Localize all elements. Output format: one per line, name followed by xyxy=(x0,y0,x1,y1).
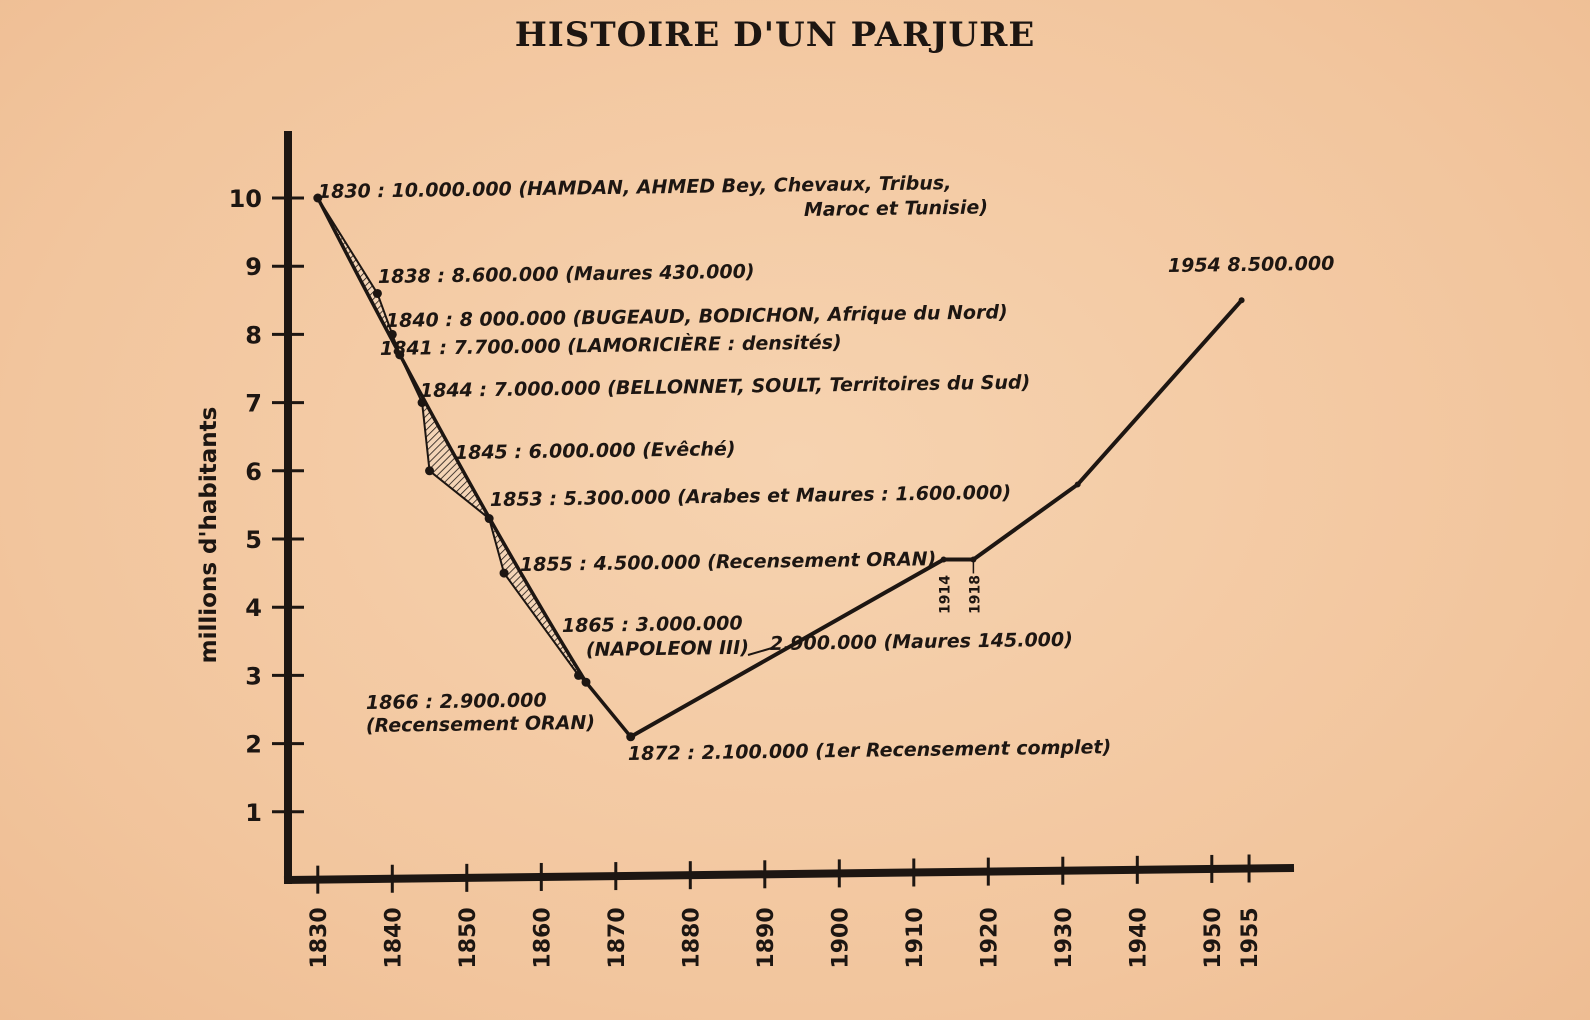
y-tick-label: 2 xyxy=(245,731,262,759)
data-point xyxy=(626,732,636,742)
annotation-text: Maroc et Tunisie) xyxy=(804,196,988,221)
data-point xyxy=(940,556,947,563)
data-point xyxy=(313,193,323,203)
data-points xyxy=(313,193,1245,742)
annotation-text: 1914 xyxy=(938,575,954,614)
axes xyxy=(272,131,1295,894)
annotation-text: 1872 : 2.100.000 (1er Recensement comple… xyxy=(628,736,1112,765)
y-tick-label: 5 xyxy=(245,526,262,554)
y-tick-label: 8 xyxy=(245,321,262,349)
data-point xyxy=(372,288,382,298)
x-tick-label: 1930 xyxy=(1052,907,1077,968)
x-tick-label: 1840 xyxy=(381,907,406,968)
annotation-connector xyxy=(747,647,773,656)
x-tick-label: 1860 xyxy=(530,907,555,968)
annotation-text: (NAPOLEON III) xyxy=(586,637,749,661)
annotation-text: 1918 xyxy=(967,575,983,614)
series-line-recovery xyxy=(629,298,1244,739)
x-tick-label: 1880 xyxy=(679,907,704,968)
data-point xyxy=(574,670,584,680)
annotations: 1830 : 10.000.000 (HAMDAN, AHMED Bey, Ch… xyxy=(318,172,1335,765)
x-tick-label: 1900 xyxy=(828,907,853,968)
x-tick-label: 1870 xyxy=(605,907,630,968)
annotation-text: 1841 : 7.700.000 (LAMORICIÈRE : densités… xyxy=(380,331,842,360)
annotation-text: 1840 : 8 000.000 (BUGEAUD, BODICHON, Afr… xyxy=(386,301,1008,332)
y-tick-label: 10 xyxy=(229,185,262,213)
data-point xyxy=(425,466,435,476)
x-axis-line xyxy=(283,863,1295,885)
annotation-text: 1844 : 7.000.000 (BELLONNET, SOULT, Terr… xyxy=(420,371,1031,402)
y-tick-label: 3 xyxy=(245,662,262,690)
x-tick-label: 1940 xyxy=(1126,907,1151,968)
y-tick-label: 6 xyxy=(245,458,262,486)
x-tick-label: 1850 xyxy=(456,907,481,968)
data-point xyxy=(1074,481,1081,488)
chart-title: HISTOIRE D'UN PARJURE xyxy=(515,15,1036,55)
annotation-text: 2.900.000 (Maures 145.000) xyxy=(770,629,1073,655)
data-point xyxy=(417,398,427,408)
x-tick-label: 1910 xyxy=(903,907,928,968)
series-line-decline xyxy=(316,197,633,738)
annotation-text: (Recensement ORAN) xyxy=(366,712,595,737)
x-tick-label: 1920 xyxy=(977,907,1002,968)
data-point xyxy=(581,677,591,687)
data-point xyxy=(387,329,397,339)
y-tick-label: 1 xyxy=(245,799,262,827)
y-tick-label: 4 xyxy=(245,594,262,622)
y-tick-label: 7 xyxy=(245,390,262,418)
data-point xyxy=(484,514,494,524)
annotation-text: 1954 8.500.000 xyxy=(1168,253,1335,277)
annotation-text: 1855 : 4.500.000 (Recensement ORAN) xyxy=(520,548,937,576)
y-axis-label: millions d'habitants xyxy=(196,407,222,664)
x-tick-label: 1890 xyxy=(754,907,779,968)
annotation-text: 1865 : 3.000.000 xyxy=(562,612,743,637)
x-tick-label: 1955 xyxy=(1238,907,1263,968)
y-tick-label: 9 xyxy=(245,253,262,281)
x-tick-label: 1830 xyxy=(307,907,332,968)
annotation-text: 1845 : 6.000.000 (Evêché) xyxy=(455,438,736,464)
data-point xyxy=(499,568,509,578)
tick-labels: 1 2 3 4 5 6 7 8 9 10 1830 1840 1850 1860 1870 1880 1890 1… xyxy=(229,185,1263,969)
annotation-text: 1853 : 5.300.000 (Arabes et Maures : 1.6… xyxy=(490,482,1011,511)
data-point xyxy=(1238,297,1245,304)
annotation-text: 1866 : 2.900.000 xyxy=(366,689,547,714)
data-point xyxy=(395,350,405,360)
x-tick-label: 1950 xyxy=(1201,907,1226,968)
annotation-text: 1838 : 8.600.000 (Maures 430.000) xyxy=(378,261,755,288)
